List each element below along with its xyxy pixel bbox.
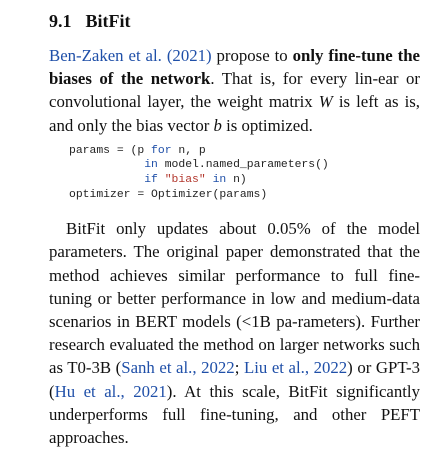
section-number: 9.1 (49, 11, 72, 31)
code-text: n) (226, 174, 247, 186)
code-keyword: for (151, 144, 172, 157)
code-string: "bias" (164, 174, 206, 186)
paragraph-intro: Ben-Zaken et al. (2021) propose to only … (49, 44, 420, 137)
code-line-3: if "bias" in n) (69, 174, 247, 186)
code-keyword: in (212, 174, 227, 186)
paragraph-results: BitFit only updates about 0.05% of the m… (49, 217, 420, 449)
section-title: BitFit (85, 11, 131, 31)
code-line-2: in model.named_parameters() (69, 159, 329, 171)
section-heading: 9.1 BitFit (49, 10, 420, 32)
code-text: params = (p (69, 144, 152, 157)
text-span: ; (234, 358, 244, 378)
code-line-1: params = (p for n, p (69, 145, 206, 157)
text-span: propose to (211, 46, 293, 65)
code-keyword: in (144, 159, 158, 172)
bold-phrase: only fine-tune the biases of the network (49, 46, 420, 89)
text-span: ) or GPT-3 ( (49, 358, 421, 401)
code-text: model.named_parameters() (157, 159, 329, 172)
math-var-b: b (213, 115, 222, 135)
text-span: BitFit only updates about 0.05% of the m… (49, 219, 420, 378)
citation-ben-zaken[interactable]: Ben-Zaken et al. (2021) (49, 46, 212, 65)
text-span: is left as is, and only the bias vector (49, 92, 420, 135)
citation-authors: Ben-Zaken et al. (49, 46, 162, 65)
code-keyword: if (144, 174, 158, 186)
citation-hu[interactable]: Hu et al., 2021 (54, 381, 167, 401)
code-text: n, p (171, 144, 206, 157)
code-line-4: optimizer = Optimizer(params) (69, 188, 268, 201)
math-var-w: W (318, 92, 333, 112)
citation-year: 2021 (172, 46, 206, 65)
citation-liu[interactable]: Liu et al., 2022 (243, 358, 348, 378)
page-content: 9.1 BitFit Ben-Zaken et al. (2021) propos… (49, 10, 420, 449)
citation-sanh[interactable]: Sanh et al., 2022 (121, 358, 235, 378)
text-span: is optimized. (221, 115, 313, 135)
text-span: . That is, for every lin-ear or convolut… (49, 69, 420, 112)
text-span: ). At this scale, BitFit significantly u… (49, 381, 420, 448)
code-block: params = (p for n, p in model.named_para… (69, 144, 420, 202)
